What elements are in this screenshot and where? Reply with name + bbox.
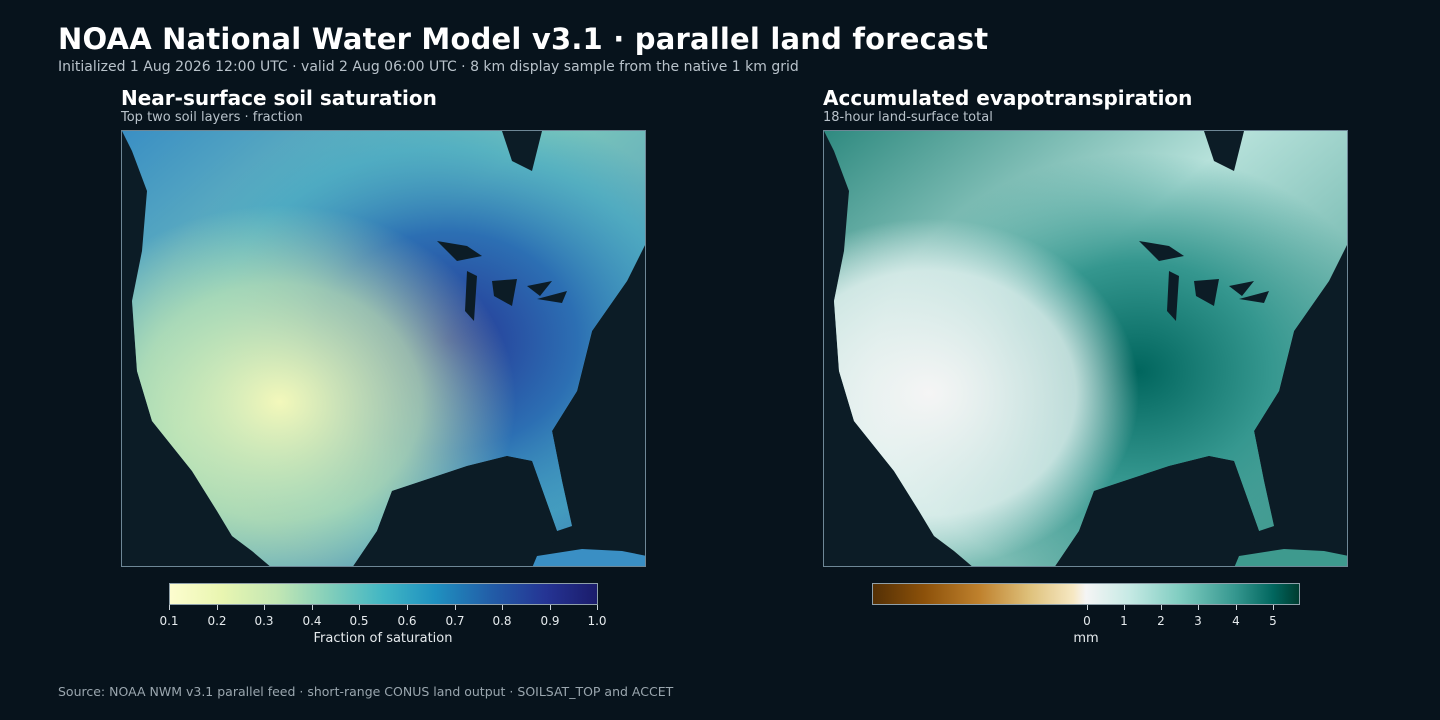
soil-saturation-colorbar-label: Fraction of saturation	[313, 631, 453, 646]
figure-subtitle: Initialized 1 Aug 2026 12:00 UTC · valid…	[58, 59, 799, 75]
evapotranspiration-colorbar	[872, 583, 1300, 605]
tick-label: 1	[1120, 614, 1128, 628]
tick-label: 0.5	[349, 614, 369, 628]
source-note: Source: NOAA NWM v3.1 parallel feed · sh…	[58, 684, 674, 699]
cuba	[1234, 549, 1347, 566]
tick-label: 3	[1194, 614, 1202, 628]
tick-label: 0.9	[540, 614, 560, 628]
gulf-of-mexico	[1055, 456, 1259, 566]
soil-saturation-map	[121, 130, 646, 567]
tick-label: 5	[1269, 614, 1277, 628]
evapotranspiration-map	[823, 130, 1348, 567]
tick-label: 4	[1232, 614, 1240, 628]
soil-saturation-colorbar	[169, 583, 598, 605]
tick-label: 0.8	[492, 614, 512, 628]
evapotranspiration-subtitle: 18-hour land-surface total	[823, 110, 993, 125]
tick-label: 2	[1157, 614, 1165, 628]
great-lakes	[1139, 241, 1269, 321]
tick-label: 0.7	[445, 614, 465, 628]
tick-label: 0.2	[207, 614, 227, 628]
tick-label: 0.3	[254, 614, 274, 628]
tick-label: 0.6	[397, 614, 417, 628]
tick-label: 0.4	[302, 614, 322, 628]
tick-label: 0	[1083, 614, 1091, 628]
cuba	[532, 549, 645, 566]
figure-title: NOAA National Water Model v3.1 · paralle…	[58, 22, 989, 56]
evapotranspiration-title: Accumulated evapotranspiration	[823, 86, 1193, 110]
hudson-bay	[1204, 131, 1244, 171]
great-lakes	[437, 241, 567, 321]
tick-label: 0.1	[159, 614, 179, 628]
gulf-of-mexico	[353, 456, 557, 566]
tick-label: 1.0	[587, 614, 607, 628]
hudson-bay	[502, 131, 542, 171]
evapotranspiration-colorbar-label: mm	[1073, 631, 1099, 646]
soil-saturation-subtitle: Top two soil layers · fraction	[121, 110, 303, 125]
soil-saturation-title: Near-surface soil saturation	[121, 86, 437, 110]
